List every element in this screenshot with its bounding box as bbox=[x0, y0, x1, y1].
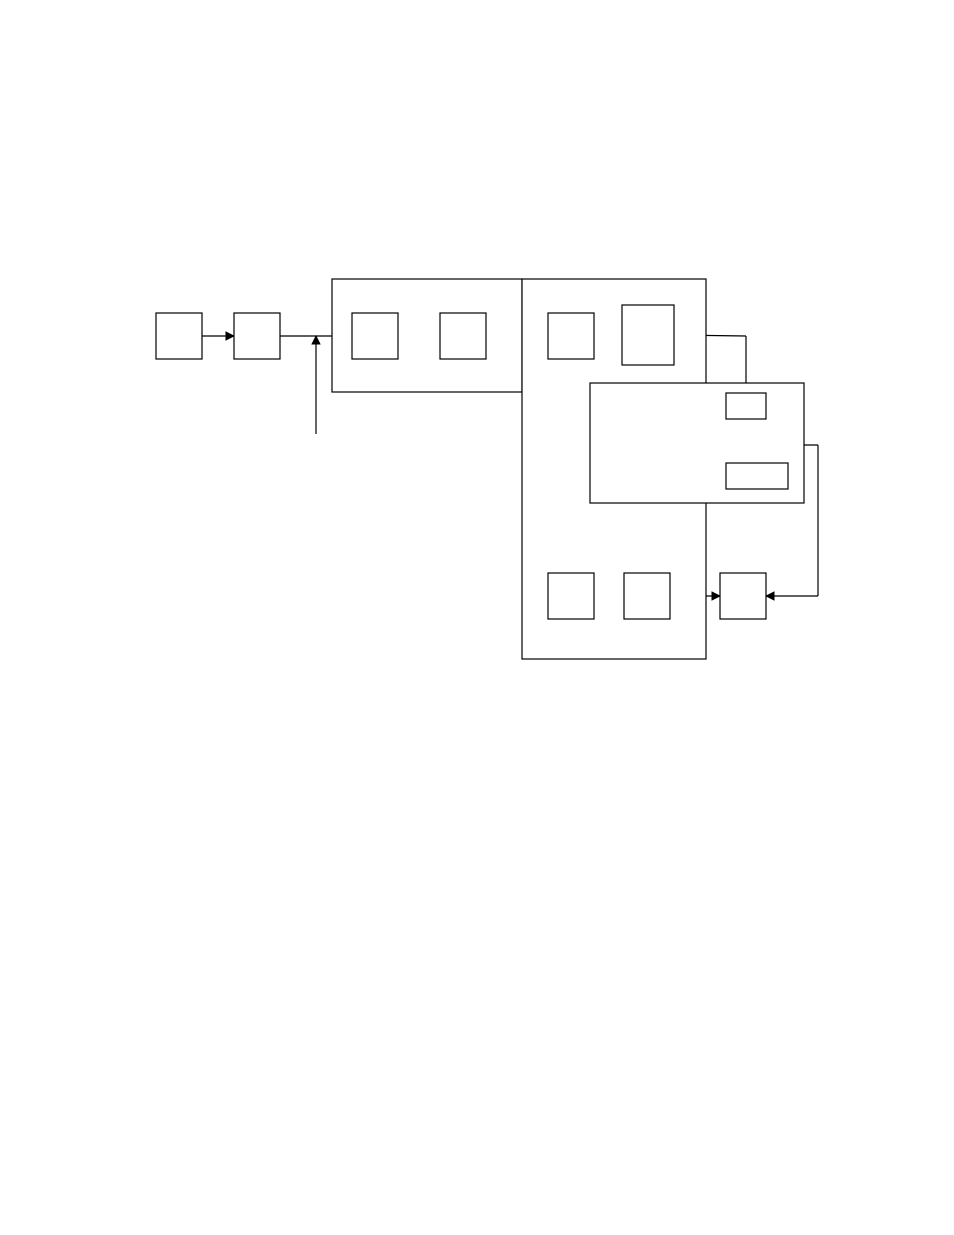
flowchart-canvas bbox=[0, 0, 954, 1235]
node-n7 bbox=[726, 393, 766, 419]
node-n8 bbox=[726, 463, 788, 489]
node-n2 bbox=[234, 313, 280, 359]
node-n9 bbox=[548, 573, 594, 619]
node-n10 bbox=[624, 573, 670, 619]
node-n1 bbox=[156, 313, 202, 359]
node-n5 bbox=[548, 313, 594, 359]
node-n4 bbox=[440, 313, 486, 359]
node-n3 bbox=[352, 313, 398, 359]
node-n6 bbox=[622, 305, 674, 365]
node-n11 bbox=[720, 573, 766, 619]
